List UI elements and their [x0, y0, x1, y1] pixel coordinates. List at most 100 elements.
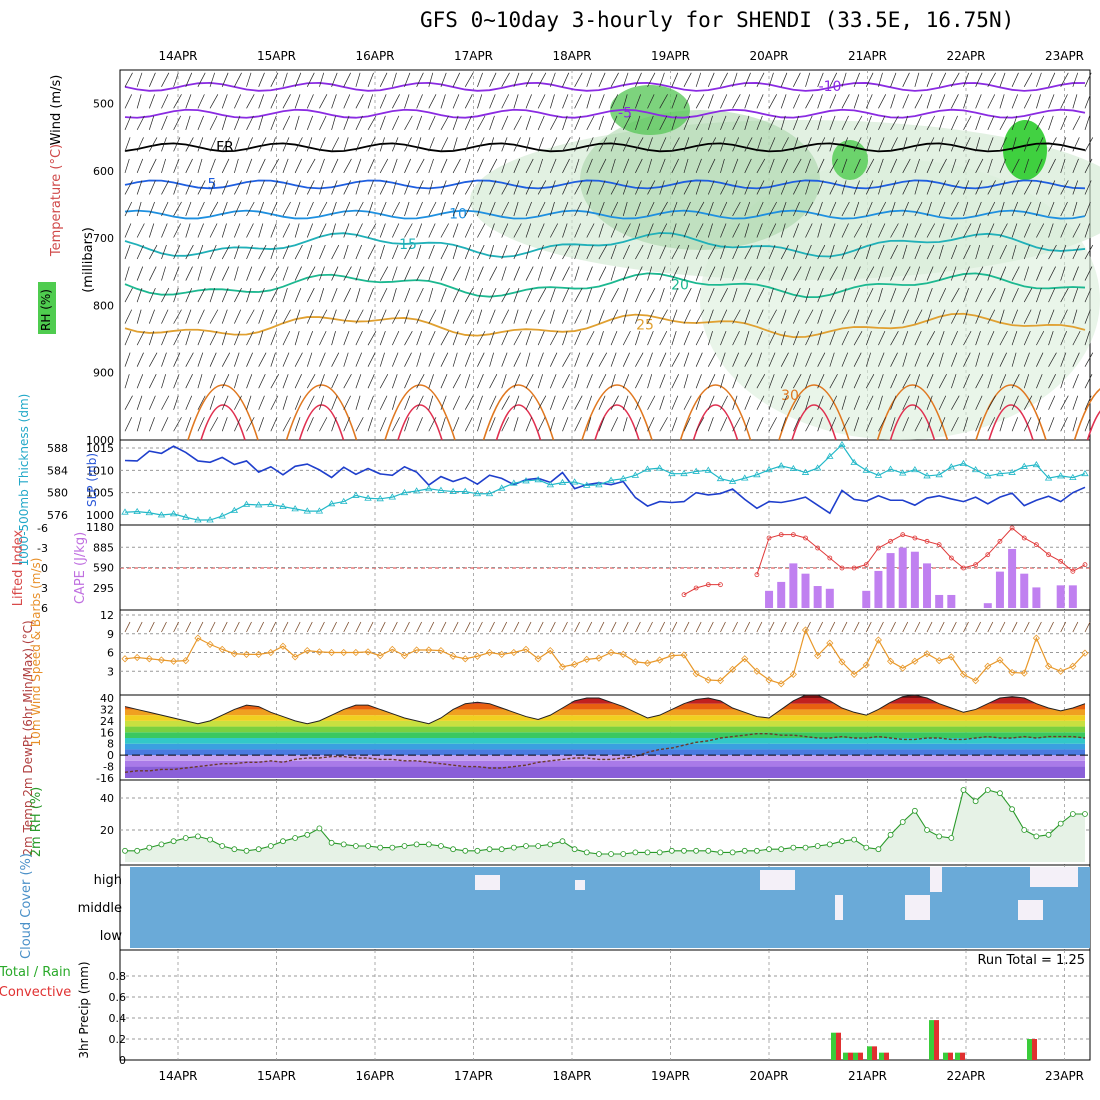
wind-barb	[707, 137, 717, 152]
surface-wind-barb	[452, 621, 459, 633]
thickness-marker	[923, 472, 931, 479]
wind-barb	[951, 287, 960, 303]
wind-barb	[1048, 266, 1056, 281]
cape-bar	[825, 588, 834, 608]
wind-barb	[987, 244, 994, 260]
wind-barb	[987, 395, 996, 410]
rh-marker	[1045, 831, 1052, 838]
wind-barb	[562, 115, 568, 130]
wind-barb	[161, 72, 170, 87]
wind-barb	[999, 417, 1005, 432]
wind-barb	[1023, 201, 1032, 217]
wind-barb	[938, 266, 947, 281]
wind-barb	[987, 331, 995, 346]
wind-barb	[598, 266, 607, 281]
isotherm-30	[482, 384, 555, 441]
wind-barb	[951, 223, 958, 238]
wind-barb	[890, 266, 898, 281]
wind-barb	[124, 374, 130, 389]
wind-barb	[246, 201, 255, 217]
wind-barb	[343, 331, 350, 346]
wind-barb	[246, 287, 252, 303]
cape-tick: 1180	[86, 521, 114, 534]
wind-barb	[963, 287, 970, 303]
precip-rain-bar	[853, 1052, 858, 1060]
isotherm-30	[1073, 388, 1100, 441]
wind-barb	[926, 201, 932, 217]
wind-barb	[562, 417, 569, 432]
wind-barb	[392, 72, 397, 87]
wind-barb	[136, 330, 145, 346]
legend-rh: RH (%)	[39, 289, 53, 331]
wind-barb	[197, 352, 204, 367]
wind-barb	[209, 287, 215, 303]
wind-barb	[622, 115, 631, 131]
wind-barb	[574, 287, 583, 303]
wind-barb	[1072, 158, 1079, 174]
wind-barb	[586, 244, 594, 260]
precip-convective-bar	[836, 1032, 841, 1060]
wind-barb	[963, 374, 970, 389]
wind-barb	[270, 115, 277, 131]
wind-barb	[610, 287, 619, 303]
wind-barb	[1060, 94, 1068, 109]
wind-barb	[550, 115, 559, 131]
temp-tick: -8	[103, 761, 114, 774]
wind-barb	[1036, 287, 1042, 303]
wind-barb	[744, 223, 750, 238]
wind-barb	[148, 94, 155, 109]
li-tick: 0	[41, 562, 48, 575]
wind-barb	[489, 309, 496, 324]
wind-barb	[221, 331, 227, 346]
wind-barb	[416, 395, 424, 410]
wind-barb	[1036, 223, 1045, 238]
cloud-level-label: high	[94, 873, 122, 888]
wind-barb	[622, 352, 630, 367]
isotherm-35	[988, 404, 1034, 441]
wind-barb	[793, 223, 800, 238]
wind-barb	[282, 158, 289, 174]
surface-wind-barb	[537, 621, 544, 633]
wind-barb	[963, 309, 969, 324]
wind-barb	[343, 287, 351, 303]
wind-barb	[695, 266, 702, 281]
wind-barb	[817, 158, 825, 174]
wind-barb	[525, 287, 533, 303]
rh-marker	[766, 846, 772, 853]
wind-speed-marker	[194, 634, 202, 642]
wind-barb	[270, 395, 279, 410]
bottom-date-label: 16APR	[355, 1069, 394, 1083]
wind-barb	[392, 417, 400, 432]
wind-barb	[367, 374, 375, 389]
bottom-date-label: 17APR	[454, 1069, 493, 1083]
wind-barb	[562, 137, 571, 152]
wind-barb	[987, 158, 993, 174]
wind-barb	[999, 395, 1006, 410]
wind-barb	[780, 158, 789, 174]
wind-speed-marker	[291, 653, 299, 661]
wind-barb	[477, 287, 483, 303]
cape-bar	[947, 594, 956, 608]
wind-barb	[477, 72, 483, 87]
surface-wind-barb	[695, 621, 702, 633]
wind-barb	[501, 395, 510, 410]
wind-barb	[173, 309, 182, 324]
wind-barb	[671, 309, 678, 324]
wind-barb	[853, 395, 860, 410]
wind-barb	[550, 223, 559, 238]
wind-barb	[574, 244, 581, 260]
wind-barb	[489, 223, 495, 238]
wind-barb	[586, 287, 593, 303]
rh-marker	[292, 835, 299, 841]
wind-barb	[622, 201, 628, 217]
wind-speed-marker	[911, 657, 919, 665]
wind-barb	[355, 115, 363, 131]
wind-barb	[586, 223, 595, 238]
wind-barb	[282, 330, 291, 346]
wind-barb	[185, 287, 193, 303]
wind-barb	[622, 287, 629, 303]
isotherm-35	[594, 404, 640, 441]
rh-marker	[644, 849, 651, 856]
wind-barb	[793, 417, 800, 432]
wind-barb	[574, 115, 581, 131]
